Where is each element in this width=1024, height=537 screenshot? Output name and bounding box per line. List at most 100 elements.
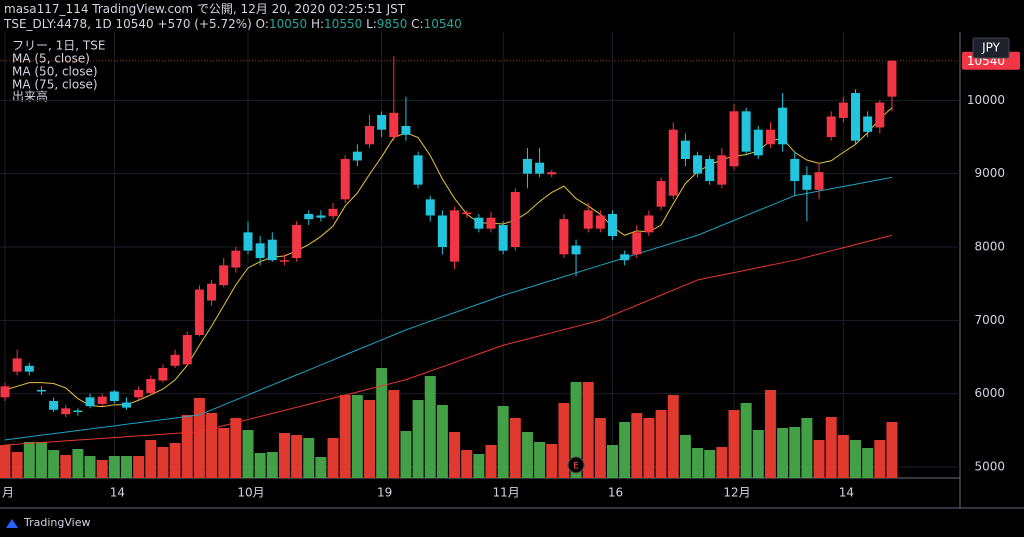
candle-body [316,215,326,218]
candle-body [328,208,338,217]
ma-line [4,234,893,446]
volume-bar [121,456,132,478]
volume-bar [546,444,558,478]
volume-bar [376,368,388,478]
volume-bar [813,440,825,478]
candle-body [535,162,545,174]
candle-body [109,391,119,401]
volume-bar [825,417,837,478]
volume-bar [837,435,849,478]
footer-brand: TradingView [23,516,90,529]
volume-bar [181,415,193,478]
ohlc-value: 10550 [324,17,363,31]
ohlc-label: H: [310,17,325,31]
symbol: TSE_DLY:4478, 1D [4,17,112,31]
volume-bar [278,433,290,478]
candle-body [838,102,848,118]
volume-bar [485,445,497,478]
volume-bar [886,422,898,478]
candle-body [875,102,885,128]
volume-bar [728,410,740,478]
volume-bar [777,428,789,478]
volume-bar [266,452,278,478]
candle-body [146,379,156,393]
volume-bar [436,405,448,478]
volume-bar [570,382,582,478]
volume-bar [0,445,11,478]
candle-body [571,245,581,255]
volume-bar [400,431,412,478]
candle-body [498,225,508,251]
ohlc-value: 10050 [268,17,308,31]
volume-bar [558,403,570,478]
x-tick-label: 14 [839,486,854,500]
volume-bar [874,440,886,478]
candle-body [680,140,690,159]
candle-body [231,250,241,268]
candle-body [182,335,192,365]
candle-body [790,159,800,181]
candle-body [510,192,520,247]
y-tick-label: 8000 [974,240,1005,254]
volume-bar [667,395,679,478]
candle-body [219,265,229,286]
volume-bar [412,400,424,478]
volume-bar [11,452,23,478]
candle-body [292,225,302,258]
plot: E [0,32,960,478]
candle-body [608,214,617,236]
x-tick-label: 16 [608,486,623,500]
volume-bar [206,413,218,478]
volume-bar [96,460,108,478]
volume-bar [193,398,205,478]
change: +570 (+5.72%) [157,17,252,31]
volume-bar [48,450,60,478]
candle-body [765,129,775,145]
volume-bar [60,455,72,478]
candle-body [158,368,168,381]
volume-bar [133,456,145,478]
candle-body [352,151,362,161]
volume-bar [108,456,120,478]
candle-body [693,155,703,174]
volume-bar [801,418,813,478]
event-badge [567,456,585,474]
candle-body [377,115,387,130]
volume-bar [315,457,327,478]
candle-body [413,155,423,185]
volume-bar [351,395,363,478]
volume-bar [521,432,533,478]
y-tick-label: 10000 [967,93,1005,107]
ohlc-label: C: [411,17,424,31]
candle-body [49,401,59,410]
volume-bar [643,418,655,478]
candle-body [753,129,763,156]
volume-bar [619,422,631,478]
volume-bar [716,447,728,478]
candle-body [656,181,666,207]
candle-body [267,239,277,261]
candle-body [632,232,642,255]
volume-bar [327,438,339,478]
candle-body [170,354,180,366]
volume-bar [449,432,461,478]
candle-body [0,386,10,398]
volume-bar [242,430,254,478]
candle-body [36,390,46,392]
candle-body [802,175,812,190]
candle-body [547,172,557,175]
candle-body [279,260,289,262]
candle-body [85,397,95,407]
candle-body [61,408,71,415]
volume-bar [473,454,485,478]
last-price: 10540 [115,17,154,31]
event-label: E [573,462,579,472]
y-tick-label: 5000 [974,460,1005,474]
volume-bar [534,442,546,478]
candle-body [559,219,569,255]
candle-body [522,159,532,174]
volume-bar [655,410,667,478]
volume-bar [35,442,47,478]
